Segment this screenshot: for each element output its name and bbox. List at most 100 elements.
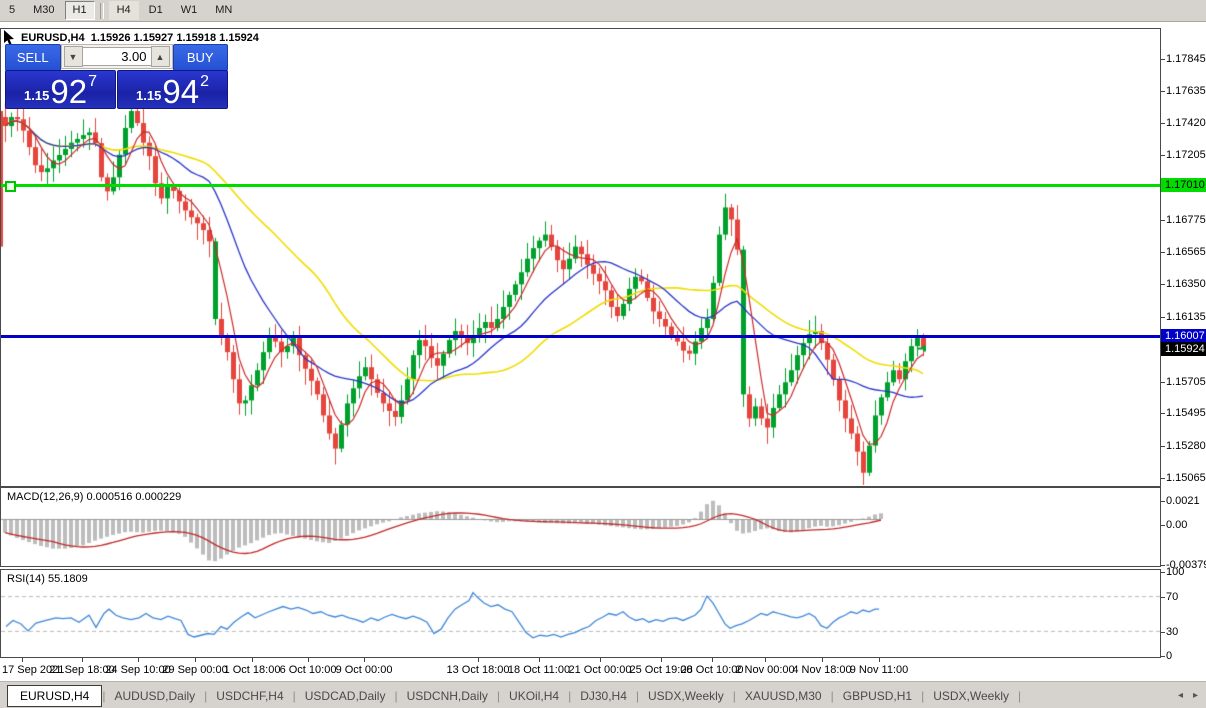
- rsi-tick-mark: [1161, 656, 1165, 657]
- date-label: 21 Sep 18:00: [49, 664, 115, 676]
- timeframe-button-5[interactable]: 5: [9, 4, 16, 16]
- rsi-tick-mark: [1161, 572, 1165, 573]
- tab-separator: |: [292, 688, 296, 703]
- tab-usdx-weekly[interactable]: USDX,Weekly: [648, 688, 724, 703]
- horizontal-line-blue[interactable]: [1, 335, 1160, 339]
- price-tick-mark: [1161, 220, 1165, 222]
- date-label: 29 Sep 00:00: [162, 664, 228, 676]
- rsi-tick-label: 100: [1166, 566, 1185, 578]
- price-tick-label: 1.17845: [1166, 53, 1206, 65]
- price-tick-mark: [1161, 316, 1165, 318]
- tab-audusd-daily[interactable]: AUDUSD,Daily: [114, 688, 196, 703]
- date-label: 6 Oct 10:00: [279, 664, 337, 676]
- price-tick-label: 1.17205: [1166, 149, 1206, 162]
- tab-eurusd-h4[interactable]: EURUSD,H4: [7, 684, 103, 707]
- date-tick-mark: [539, 658, 540, 662]
- volume-input[interactable]: [82, 47, 151, 66]
- price-axis: 1.17845 1.17635 1.17420 1.17205 1.16775 1.165…: [1161, 28, 1206, 680]
- rsi-tick-label: 30: [1166, 625, 1179, 638]
- tab-separator: |: [568, 688, 572, 703]
- sell-price-display[interactable]: 1.15 92 7: [5, 70, 116, 109]
- timeframe-button-h1[interactable]: H1: [64, 1, 95, 20]
- price-pane[interactable]: EURUSD,H4 1.15926 1.15927 1.15918 1.1592…: [0, 28, 1161, 487]
- date-label: 21 Oct 00:00: [568, 664, 632, 676]
- date-tick-mark: [252, 658, 253, 662]
- sell-price-big: 92: [50, 73, 88, 110]
- tab-dj30-h4[interactable]: DJ30,H4: [580, 688, 627, 703]
- volume-up-icon[interactable]: ▲: [150, 46, 170, 67]
- date-label: 13 Oct 18:00: [446, 664, 510, 676]
- date-label: 24 Sep 10:00: [105, 664, 171, 676]
- date-tick-mark: [82, 658, 83, 662]
- price-tick-mark: [1161, 381, 1165, 383]
- tab-xauusd-m30[interactable]: XAUUSD,M30: [744, 688, 822, 703]
- volume-down-icon[interactable]: ▼: [63, 46, 83, 67]
- price-tick-mark: [1161, 59, 1165, 60]
- tab-scroll-arrows: ◂ ▸: [1178, 690, 1198, 701]
- rsi-tick-mark: [1161, 631, 1165, 633]
- tab-ukoil-h4[interactable]: UKOil,H4: [509, 688, 560, 703]
- timeframe-button-mn[interactable]: MN: [215, 4, 233, 16]
- horizontal-line-green[interactable]: [1, 183, 1160, 187]
- timeframe-button-m30[interactable]: M30: [33, 4, 55, 16]
- rsi-tick-label: 0: [1166, 650, 1173, 662]
- date-tick-mark: [364, 658, 365, 662]
- tab-separator: |: [102, 688, 106, 703]
- date-label: 18 Oct 11:00: [507, 664, 571, 676]
- macd-tick-mark: [1161, 525, 1165, 526]
- price-tick-label: 1.15495: [1166, 407, 1206, 420]
- toolbar-separator: [99, 2, 104, 19]
- macd-tick-label: -0.003798: [1166, 559, 1206, 571]
- date-label: 25 Oct 19:00: [629, 664, 693, 676]
- tab-separator: |: [830, 688, 834, 703]
- tab-usdx-weekly[interactable]: USDX,Weekly: [933, 688, 1010, 703]
- tab-separator: |: [1018, 688, 1022, 703]
- price-tick-label: 1.17635: [1166, 84, 1206, 97]
- macd-pane[interactable]: MACD(12,26,9) 0.000516 0.000229: [0, 487, 1161, 567]
- date-label: 9 Nov 11:00: [849, 664, 909, 676]
- price-tick-label: 1.15065: [1166, 472, 1206, 484]
- buy-button[interactable]: BUY: [172, 44, 228, 71]
- buy-price-big: 94: [162, 73, 200, 110]
- tab-usdcnh-daily[interactable]: USDCNH,Daily: [406, 688, 488, 703]
- sell-price-small: 1.15: [24, 88, 50, 103]
- date-tick-mark: [600, 658, 601, 662]
- tab-usdchf-h4[interactable]: USDCHF,H4: [216, 688, 284, 703]
- macd-tick-mark: [1161, 501, 1165, 503]
- tab-scroll-right-icon[interactable]: ▸: [1192, 690, 1198, 701]
- date-tick-mark: [879, 658, 880, 662]
- date-label: 1 Oct 18:00: [223, 664, 281, 676]
- tab-usdcad-daily[interactable]: USDCAD,Daily: [304, 688, 386, 703]
- rsi-tick-mark: [1161, 597, 1165, 599]
- timeframe-button-w1[interactable]: W1: [180, 4, 198, 16]
- chart-ohlc-quotes: 1.15926 1.15927 1.15918 1.15924: [90, 32, 259, 44]
- buy-price-display[interactable]: 1.15 94 2: [117, 70, 228, 109]
- macd-tick-label: 0.0021: [1166, 495, 1200, 508]
- date-tick-mark: [765, 658, 766, 662]
- date-label: 4 Nov 18:00: [792, 664, 852, 676]
- date-tick-mark: [478, 658, 479, 662]
- date-tick-mark: [822, 658, 823, 662]
- macd-label: MACD(12,26,9) 0.000516 0.000229: [7, 491, 182, 503]
- sell-button[interactable]: SELL: [5, 44, 61, 71]
- price-tick-mark: [1161, 445, 1165, 447]
- line-selection-handle[interactable]: [5, 180, 16, 192]
- price-tick-label: 1.16775: [1166, 214, 1206, 227]
- tab-gbpusd-h1[interactable]: GBPUSD,H1: [842, 688, 913, 703]
- tab-separator: |: [394, 688, 398, 703]
- timeframe-button-h4[interactable]: H4: [108, 1, 139, 20]
- date-label: 17 Sep 2021: [2, 664, 65, 676]
- green-line-price-label: 1.17010: [1161, 177, 1206, 192]
- price-tick-mark: [1161, 478, 1165, 479]
- tab-separator: |: [732, 688, 736, 703]
- rsi-pane[interactable]: RSI(14) 55.1809: [0, 569, 1161, 658]
- buy-price-pip: 2: [200, 73, 209, 90]
- price-tick-mark: [1161, 284, 1165, 286]
- chart-symbol: EURUSD,H4: [21, 32, 85, 44]
- tab-scroll-left-icon[interactable]: ◂: [1177, 690, 1183, 701]
- last-price-label: 1.15924: [1161, 341, 1206, 356]
- timeframe-button-d1[interactable]: D1: [148, 4, 163, 16]
- blue-line-price-label: 1.16007: [1161, 329, 1206, 344]
